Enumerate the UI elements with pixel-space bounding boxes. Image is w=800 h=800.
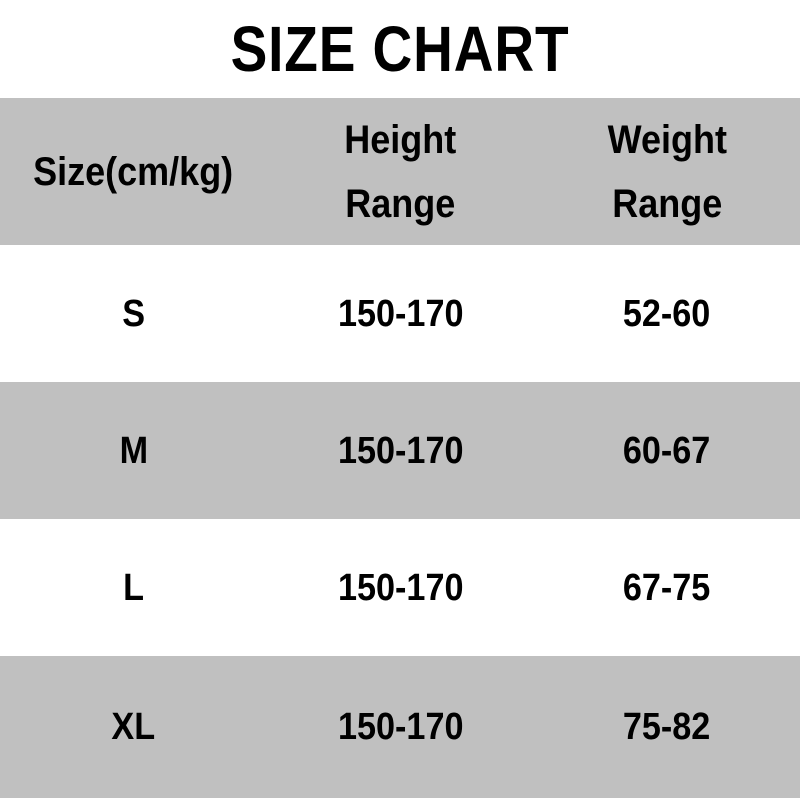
header-label-height-line1: Height bbox=[344, 117, 457, 162]
cell-height: 150-170 bbox=[267, 245, 534, 382]
header-label-size: Size(cm/kg) bbox=[33, 149, 234, 194]
cell-value-height: 150-170 bbox=[337, 566, 464, 609]
title-bar: SIZE CHART bbox=[0, 0, 800, 98]
cell-weight: 67-75 bbox=[534, 519, 800, 656]
header-cell-height: Height Range bbox=[267, 98, 534, 245]
cell-value-height: 150-170 bbox=[337, 292, 464, 335]
cell-value-weight: 60-67 bbox=[623, 429, 711, 472]
header-label-height: Height Range bbox=[345, 108, 457, 236]
header-label-weight-line1: Weight bbox=[607, 117, 727, 162]
cell-value-height: 150-170 bbox=[337, 706, 464, 748]
cell-size: L bbox=[0, 519, 267, 656]
cell-value-size: S bbox=[122, 292, 145, 335]
page-title: SIZE CHART bbox=[230, 13, 570, 85]
table-row: S 150-170 52-60 bbox=[0, 245, 800, 382]
header-label-weight: Weight Range bbox=[607, 108, 726, 236]
cell-value-weight: 75-82 bbox=[623, 706, 711, 748]
cell-weight: 75-82 bbox=[534, 656, 800, 798]
cell-weight: 60-67 bbox=[534, 382, 800, 519]
size-table: Size(cm/kg) Height Range Weight Range S … bbox=[0, 98, 800, 800]
cell-value-size: XL bbox=[111, 706, 156, 748]
cell-weight: 52-60 bbox=[534, 245, 800, 382]
cell-value-weight: 67-75 bbox=[623, 566, 711, 609]
header-cell-weight: Weight Range bbox=[534, 98, 800, 245]
table-row: L 150-170 67-75 bbox=[0, 519, 800, 656]
header-cell-size: Size(cm/kg) bbox=[0, 98, 267, 245]
cell-size: XL bbox=[0, 656, 267, 798]
table-row: XL 150-170 75-82 bbox=[0, 656, 800, 798]
header-label-height-line2: Range bbox=[345, 181, 456, 226]
cell-value-size: M bbox=[119, 429, 148, 472]
cell-value-weight: 52-60 bbox=[623, 292, 711, 335]
cell-height: 150-170 bbox=[267, 519, 534, 656]
cell-size: S bbox=[0, 245, 267, 382]
cell-height: 150-170 bbox=[267, 656, 534, 798]
header-label-weight-line2: Range bbox=[611, 181, 722, 226]
table-header-row: Size(cm/kg) Height Range Weight Range bbox=[0, 98, 800, 245]
cell-value-height: 150-170 bbox=[337, 429, 464, 472]
cell-height: 150-170 bbox=[267, 382, 534, 519]
cell-value-size: L bbox=[123, 566, 144, 609]
cell-size: M bbox=[0, 382, 267, 519]
table-row: M 150-170 60-67 bbox=[0, 382, 800, 519]
